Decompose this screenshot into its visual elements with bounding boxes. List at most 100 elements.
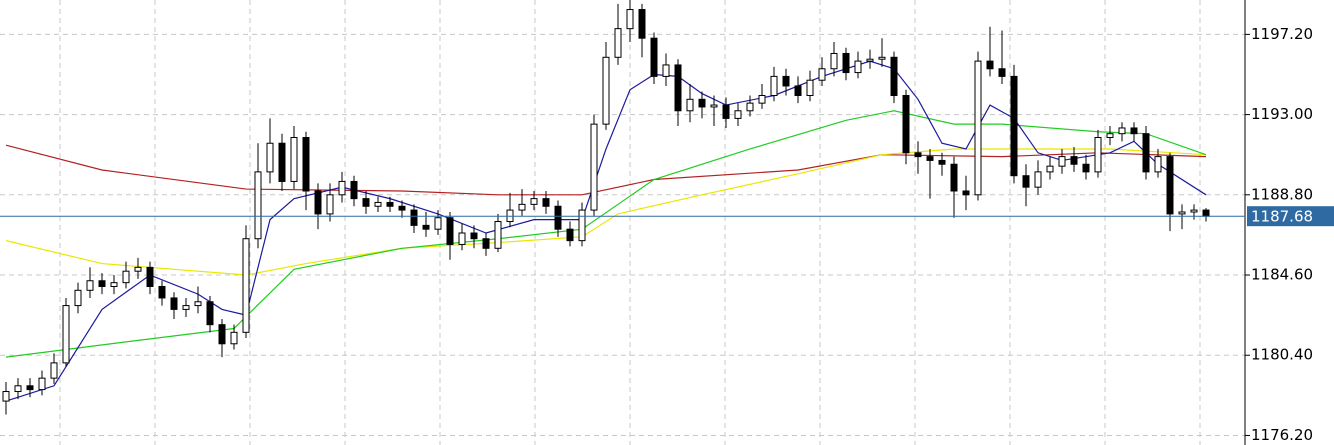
candle-body <box>482 238 490 249</box>
candle-body <box>446 217 454 245</box>
candle-body <box>746 102 754 112</box>
candle-body <box>542 198 550 207</box>
candle-body <box>206 301 214 326</box>
candle-body <box>626 9 634 30</box>
candle-body <box>1010 75 1018 177</box>
candle-body <box>890 56 898 96</box>
candle-body <box>14 385 22 393</box>
candle-body <box>218 324 226 345</box>
candle-body <box>698 98 706 108</box>
moving-average-line <box>5 144 1207 196</box>
candle-body <box>410 209 418 226</box>
moving-average-line <box>5 110 1207 358</box>
candle-body <box>1106 133 1114 139</box>
candle-body <box>422 224 430 230</box>
candle-body <box>902 94 910 154</box>
candle-body <box>1202 209 1210 217</box>
candle-body <box>1034 171 1042 188</box>
candle-body <box>578 209 586 242</box>
candle-body <box>470 232 478 240</box>
candle-body <box>734 110 742 119</box>
candle-body <box>362 198 370 207</box>
candle-body <box>974 60 982 196</box>
candle-body <box>686 98 694 112</box>
candle-body <box>278 142 286 182</box>
candle-body <box>1142 133 1150 173</box>
candle-body <box>110 282 118 287</box>
y-tick-label: 1176.20 <box>1251 426 1313 444</box>
candle-body <box>242 238 250 333</box>
candle-body <box>122 270 130 284</box>
candle-body <box>674 64 682 112</box>
candle-body <box>842 52 850 74</box>
candle-body <box>758 94 766 104</box>
candle-body <box>326 194 334 215</box>
candle-body <box>722 104 730 119</box>
candle-body <box>134 266 142 272</box>
candle-body <box>62 305 70 364</box>
candle-body <box>1190 209 1198 213</box>
candle-body <box>86 280 94 291</box>
last-price-label: 1187.68 <box>1251 208 1313 226</box>
candle-body <box>290 137 298 182</box>
y-tick-label: 1188.80 <box>1251 185 1313 203</box>
candle-body <box>374 201 382 207</box>
y-tick-label: 1193.00 <box>1251 105 1313 123</box>
candle-body <box>266 142 274 173</box>
candle-body <box>254 171 262 240</box>
candle-body <box>1166 156 1174 215</box>
last-price-box <box>1247 206 1334 227</box>
candle-body <box>1082 163 1090 173</box>
candle-body <box>74 289 82 307</box>
candle-body <box>302 137 310 192</box>
candle-body <box>1178 211 1186 215</box>
candle-body <box>314 190 322 215</box>
candle-body <box>386 201 394 207</box>
candle-body <box>230 331 238 345</box>
candle-body <box>782 75 790 87</box>
candle-body <box>554 205 562 230</box>
candle-body <box>854 60 862 74</box>
y-tick-label: 1180.40 <box>1251 346 1313 364</box>
candle-body <box>194 301 202 307</box>
candle-body <box>38 377 46 391</box>
candle-body <box>998 68 1006 77</box>
candle-body <box>1070 156 1078 165</box>
candle-body <box>1154 156 1162 173</box>
candle-body <box>518 203 526 211</box>
candle-body <box>26 385 34 391</box>
candle-body <box>182 305 190 310</box>
candle-body <box>158 285 166 299</box>
candle-body <box>614 28 622 58</box>
candle-body <box>830 52 838 70</box>
candle-body <box>1022 175 1030 188</box>
candle-body <box>710 104 718 108</box>
candle-body <box>914 152 922 158</box>
moving-average-line <box>5 148 1207 276</box>
candle-body <box>566 228 574 242</box>
candle-body <box>926 156 934 161</box>
candle-body <box>770 75 778 96</box>
candle-body <box>146 266 154 287</box>
candle-body <box>2 391 10 402</box>
candle-body <box>1058 156 1066 167</box>
candle-body <box>50 362 58 379</box>
candle-body <box>794 85 802 96</box>
candle-body <box>1118 127 1126 135</box>
candle-body <box>590 123 598 211</box>
candle-body <box>350 180 358 200</box>
candle-body <box>434 217 442 230</box>
candle-body <box>986 60 994 70</box>
candle-body <box>1094 137 1102 173</box>
candle-body <box>638 9 646 39</box>
candle-body <box>806 79 814 96</box>
candle-body <box>866 58 874 62</box>
candle-body <box>818 68 826 81</box>
candle-body <box>650 37 658 77</box>
candle-body <box>338 180 346 196</box>
candle-body <box>1130 127 1138 135</box>
candle-body <box>1046 165 1054 173</box>
candle-body <box>494 221 502 249</box>
candle-body <box>530 198 538 205</box>
